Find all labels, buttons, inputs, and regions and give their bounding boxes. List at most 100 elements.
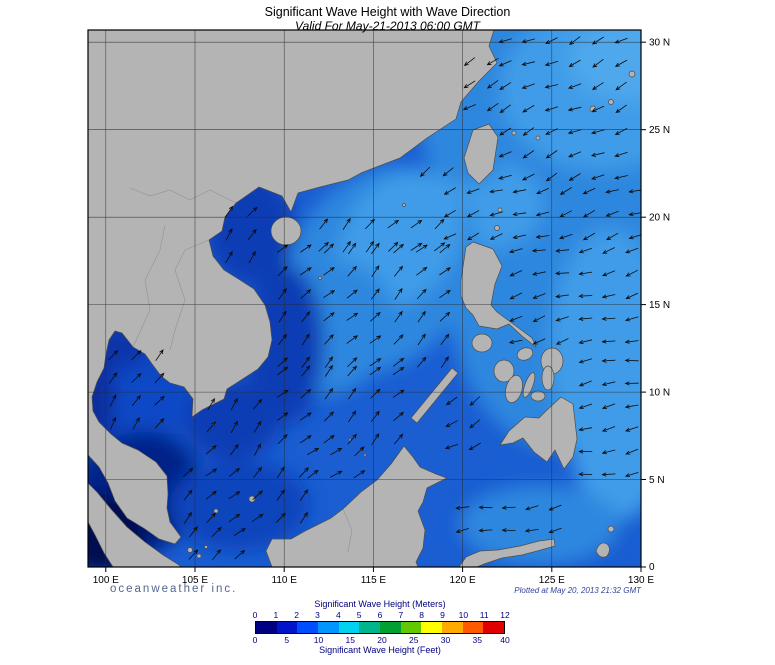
lat-label: 30 N (649, 38, 670, 49)
wave-direction-arrows (108, 36, 641, 561)
legend-feet-title: Significant Wave Height (Feet) (319, 645, 441, 655)
island-spratly-2 (363, 453, 367, 457)
legend-feet-tick: 5 (284, 635, 290, 645)
landmass-taiwan (463, 123, 499, 185)
legend-color-segment (483, 622, 505, 633)
legend-meter-tick: 7 (398, 610, 404, 620)
island-anambas (213, 508, 219, 514)
legend-feet-tick: 40 (500, 635, 510, 645)
island-natuna (248, 495, 256, 503)
lon-label: 130 E (628, 575, 654, 586)
legend-feet-ticks: 0 5 10 15 20 25 30 35 40 (252, 635, 510, 645)
legend-meter-tick: 3 (315, 610, 320, 620)
legend-meter-tick: 0 (252, 610, 258, 620)
landmass-sulawesi (458, 538, 556, 567)
country-borders (129, 187, 353, 553)
plotted-timestamp: Plotted at May 20, 2013 21:32 GMT (514, 586, 641, 595)
landmass-palawan (410, 367, 459, 424)
wave-height-shading (88, 30, 641, 567)
island-miyako (535, 135, 541, 141)
wave-map: 30 N 25 N 20 N 15 N 10 N 5 N 0 100 E 105… (87, 29, 670, 586)
legend-feet-tick: 35 (472, 635, 482, 645)
oceanweather-logo-text: oceanweather inc. (110, 583, 238, 595)
legend-color-segment (380, 622, 401, 633)
legend-color-segment (297, 622, 319, 633)
legend-color-segment (442, 622, 463, 633)
island-masbate (516, 347, 534, 361)
landmass-sumatra (88, 482, 182, 567)
island-leyte (541, 365, 555, 391)
lon-label: 115 E (361, 575, 387, 586)
legend-colorbar (255, 621, 505, 634)
legend-color-segment (276, 622, 298, 633)
grid-layer (88, 30, 641, 567)
island-riau-1 (187, 547, 193, 553)
landmass-mindanao (499, 396, 578, 470)
island-cebu (522, 372, 536, 398)
island-hainan (270, 216, 302, 246)
island-amami (628, 70, 636, 78)
lat-label: 0 (649, 562, 655, 573)
island-batan (497, 207, 503, 213)
lon-label: 100 E (93, 575, 119, 586)
island-morotai (607, 525, 615, 533)
legend-feet-tick: 20 (377, 635, 387, 645)
lat-label: 25 N (649, 125, 670, 136)
island-panay (493, 359, 515, 383)
legend-meter-tick: 8 (419, 610, 425, 620)
legend-feet-tick: 25 (409, 635, 419, 645)
island-pratas (402, 203, 406, 207)
legend-meter-tick: 10 (458, 610, 469, 620)
lat-label: 15 N (649, 300, 670, 311)
island-riau-2 (196, 553, 202, 559)
legend-meter-tick: 12 (500, 610, 510, 620)
lon-label: 125 E (539, 575, 565, 586)
lon-axis: 100 E 105 E 110 E 115 E 120 E 125 E 130 … (93, 575, 655, 586)
legend-meter-tick: 6 (377, 610, 383, 620)
legend-color-segment (318, 622, 339, 633)
island-negros (505, 374, 523, 404)
legend-feet-tick: 30 (440, 635, 451, 645)
page-title: Significant Wave Height with Wave Direct… (264, 5, 511, 19)
lon-label: 110 E (272, 575, 298, 586)
legend-color-segment (462, 622, 484, 633)
legend-meter-tick: 1 (273, 610, 279, 620)
island-riau-3 (204, 545, 208, 549)
island-bohol (530, 390, 546, 402)
legend-color-segment (338, 622, 360, 633)
island-ryukyu (608, 99, 614, 105)
legend-meter-ticks: 0 1 2 3 4 5 6 7 8 9 10 11 12 (252, 610, 510, 620)
legend-meter-tick: 4 (335, 610, 341, 620)
legend-meter-tick: 5 (356, 610, 362, 620)
lon-label: 120 E (450, 575, 476, 586)
legend-color-segment (359, 622, 381, 633)
land-layer (88, 30, 636, 567)
legend-color-segment (256, 622, 277, 633)
legend-meters-title: Significant Wave Height (Meters) (314, 599, 446, 609)
valid-time-subtitle: Valid For May-21-2013 06:00 GMT (295, 19, 480, 33)
island-paracel (318, 276, 322, 280)
landmass-halmahera (595, 542, 610, 558)
legend-feet-tick: 10 (313, 635, 324, 645)
legend-feet-tick: 0 (252, 635, 258, 645)
legend-color-segment (400, 622, 422, 633)
legend-meter-tick: 2 (294, 610, 300, 620)
lat-label: 5 N (649, 475, 665, 486)
island-ishigaki (511, 130, 517, 136)
island-mindoro (471, 333, 493, 353)
landmass-luzon (460, 241, 537, 348)
axis-ticks (105, 41, 646, 572)
lat-axis: 30 N 25 N 20 N 15 N 10 N 5 N 0 (649, 38, 670, 574)
landmass-borneo (265, 445, 448, 567)
lat-label: 10 N (649, 388, 670, 399)
lon-label: 105 E (182, 575, 208, 586)
legend-color-segment (421, 622, 443, 633)
legend-meter-tick: 9 (440, 610, 445, 620)
map-frame (87, 29, 642, 568)
lat-label: 20 N (649, 213, 670, 224)
legend-feet-tick: 15 (345, 635, 355, 645)
landmass-asia-mainland (88, 30, 498, 545)
legend-meter-tick: 11 (479, 610, 489, 620)
